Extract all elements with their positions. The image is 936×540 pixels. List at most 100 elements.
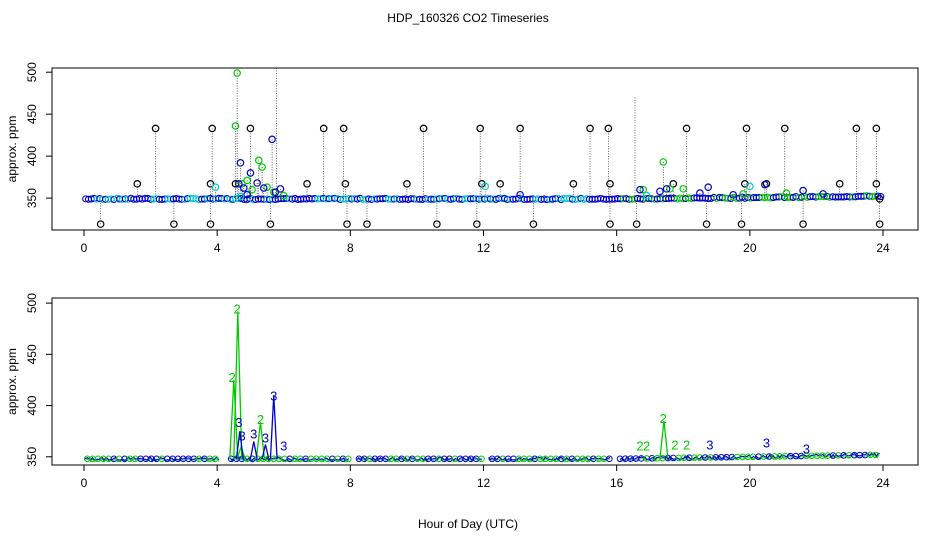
series-number-label: 3	[280, 439, 287, 454]
data-point	[240, 184, 248, 192]
data-point	[852, 124, 861, 133]
data-point	[606, 455, 613, 463]
data-point	[729, 190, 737, 199]
peak-line	[659, 420, 669, 459]
series-line	[488, 456, 611, 462]
data-point	[211, 183, 220, 191]
data-point	[799, 220, 807, 228]
data-point	[258, 163, 266, 171]
data-point	[268, 135, 276, 144]
data-point	[481, 182, 489, 191]
data-point	[679, 185, 688, 193]
data-point	[872, 180, 881, 188]
data-point	[235, 180, 243, 188]
series-number-label: 3	[239, 428, 246, 443]
peak-line	[255, 421, 266, 459]
data-point	[516, 190, 524, 199]
data-point	[761, 180, 769, 189]
data-point	[799, 186, 807, 195]
data-point	[682, 124, 691, 133]
top-panel: 0 4 8 12 16 20 24 350 400 450 500 approx. ppm	[5, 62, 919, 255]
data-point	[208, 124, 216, 133]
data-point	[343, 220, 351, 228]
data-point	[96, 220, 105, 228]
x-tick-label: 24	[876, 476, 890, 490]
data-point	[606, 180, 614, 188]
data-point	[133, 180, 142, 188]
series-number-label: 3	[763, 435, 770, 450]
peak-line	[249, 441, 258, 459]
data-point	[243, 190, 251, 199]
series-number-label: 3	[235, 415, 242, 430]
plot-frame	[51, 297, 919, 466]
data-point	[656, 187, 664, 196]
data-point	[279, 191, 288, 200]
data-point	[872, 124, 881, 133]
data-point	[115, 455, 123, 463]
data-point	[231, 122, 240, 130]
series-line	[619, 454, 880, 463]
data-point	[742, 124, 751, 133]
x-tick-label: 12	[477, 241, 491, 255]
y-tick-label: 400	[25, 146, 39, 166]
data-point	[271, 188, 280, 197]
data-point	[586, 124, 594, 133]
y-axis-label: approx. ppm	[5, 116, 19, 183]
peak-line	[261, 444, 270, 459]
x-tick-label: 16	[610, 476, 624, 490]
data-point	[659, 158, 668, 166]
x-tick-label: 24	[876, 241, 890, 255]
data-point	[662, 185, 671, 193]
data-point	[303, 180, 311, 188]
data-point	[669, 180, 678, 188]
data-point	[516, 124, 524, 133]
series-number-label: 2	[643, 439, 650, 454]
data-point	[746, 182, 754, 191]
x-tick-label: 8	[347, 476, 354, 490]
x-tick-label: 20	[743, 241, 757, 255]
data-point	[632, 220, 641, 228]
data-point	[739, 190, 747, 198]
y-tick-label: 450	[25, 344, 39, 364]
series-number-label: 3	[706, 438, 713, 453]
data-point	[263, 183, 271, 191]
data-point	[476, 124, 484, 133]
data-point	[702, 220, 711, 228]
data-point	[341, 180, 350, 188]
series-number-label: 3	[803, 442, 810, 457]
data-point	[236, 159, 245, 167]
x-tick-label: 0	[81, 476, 88, 490]
data-point	[696, 189, 704, 197]
data-point	[569, 180, 578, 188]
data-point	[473, 220, 481, 228]
data-point	[170, 220, 178, 228]
series-number-label: 3	[262, 430, 269, 445]
data-point	[875, 220, 884, 228]
x-tick-label: 0	[81, 241, 88, 255]
data-point	[529, 220, 538, 228]
series-number-label: 2	[257, 412, 264, 427]
x-tick-label: 16	[610, 241, 624, 255]
data-point	[281, 455, 288, 463]
data-point	[604, 124, 613, 133]
data-point	[246, 124, 255, 133]
data-point	[496, 180, 504, 188]
series-number-label: 2	[683, 438, 690, 453]
data-point	[254, 156, 263, 165]
data-point	[782, 189, 791, 197]
data-point	[206, 220, 215, 228]
data-point	[259, 184, 268, 192]
data-point	[606, 220, 614, 228]
x-tick-label: 4	[214, 476, 221, 490]
data-point	[419, 124, 428, 133]
series-number-label: 3	[250, 426, 257, 441]
series-number-label: 2	[660, 411, 667, 426]
x-tick-label: 12	[477, 476, 491, 490]
data-point	[478, 455, 485, 463]
data-point	[211, 455, 219, 463]
data-point	[236, 192, 245, 201]
data-point	[345, 455, 352, 463]
x-tick-label: 8	[347, 241, 354, 255]
